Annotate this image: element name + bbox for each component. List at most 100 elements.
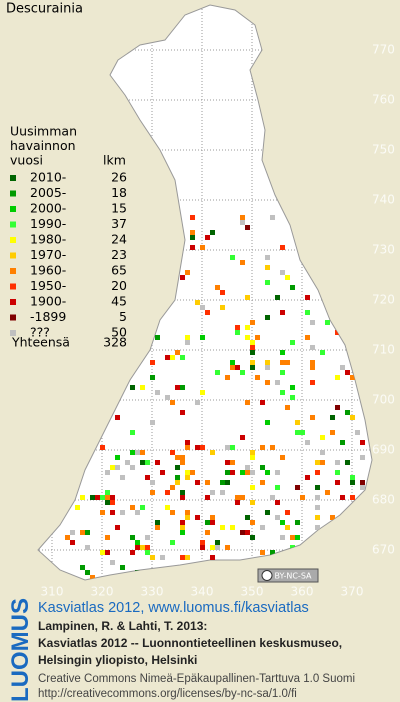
record — [300, 430, 305, 435]
record — [170, 450, 175, 455]
record — [320, 435, 325, 440]
record — [160, 555, 165, 560]
record — [165, 490, 170, 495]
record — [270, 445, 275, 450]
record — [165, 505, 170, 510]
record — [115, 415, 120, 420]
record — [225, 545, 230, 550]
records — [65, 215, 365, 580]
record — [275, 470, 280, 475]
record — [305, 440, 310, 445]
record — [105, 495, 110, 500]
record — [350, 415, 355, 420]
record — [245, 225, 250, 230]
record — [255, 335, 260, 340]
record — [155, 525, 160, 530]
record — [345, 460, 350, 465]
record — [315, 495, 320, 500]
record — [235, 325, 240, 330]
record — [155, 520, 160, 525]
record — [250, 365, 255, 370]
record — [240, 495, 245, 500]
record — [360, 480, 365, 485]
record — [270, 215, 275, 220]
record — [250, 500, 255, 505]
record — [310, 320, 315, 325]
record — [295, 430, 300, 435]
record — [280, 245, 285, 250]
record — [235, 330, 240, 335]
record — [250, 520, 255, 525]
license: Creative Commons Nimeä-Epäkaupallinen-Ta… — [38, 673, 355, 685]
record — [140, 545, 145, 550]
record — [265, 380, 270, 385]
record — [75, 505, 80, 510]
legend-count: 37 — [111, 216, 127, 231]
record — [195, 300, 200, 305]
record — [145, 550, 150, 555]
record — [350, 475, 355, 480]
record — [260, 445, 265, 450]
record — [200, 545, 205, 550]
record — [295, 535, 300, 540]
legend-header: Uusimman — [10, 124, 77, 139]
record — [200, 540, 205, 545]
record — [185, 340, 190, 345]
legend-swatch — [10, 330, 16, 336]
record — [285, 510, 290, 515]
record — [180, 410, 185, 415]
legend-count: 15 — [111, 201, 127, 216]
record — [225, 470, 230, 475]
record — [195, 400, 200, 405]
record — [230, 460, 235, 465]
record — [135, 540, 140, 545]
record — [315, 505, 320, 510]
record — [205, 480, 210, 485]
record — [285, 360, 290, 365]
record — [250, 450, 255, 455]
record — [305, 295, 310, 300]
record — [190, 215, 195, 220]
record — [265, 315, 270, 320]
record — [140, 460, 145, 465]
record — [190, 245, 195, 250]
record — [265, 365, 270, 370]
legend-label: 2010- — [30, 170, 66, 185]
x-label: 370 — [341, 585, 364, 599]
record — [80, 530, 85, 535]
record — [315, 485, 320, 490]
record — [285, 275, 290, 280]
finland — [37, 4, 373, 581]
record — [265, 420, 270, 425]
legend-swatch — [10, 237, 16, 243]
record — [340, 440, 345, 445]
record — [295, 520, 300, 525]
record — [145, 460, 150, 465]
record — [335, 330, 340, 335]
record — [220, 480, 225, 485]
record — [185, 510, 190, 515]
record — [240, 530, 245, 535]
record — [350, 495, 355, 500]
record — [210, 555, 215, 560]
record — [275, 380, 280, 385]
record — [260, 400, 265, 405]
record — [330, 430, 335, 435]
x-label: 350 — [241, 585, 264, 599]
record — [260, 525, 265, 530]
record — [240, 470, 245, 475]
record — [90, 575, 95, 580]
record — [215, 370, 220, 375]
record — [110, 500, 115, 505]
legend-count: 65 — [111, 263, 127, 278]
record — [310, 380, 315, 385]
y-label: 710 — [372, 343, 395, 357]
record — [240, 260, 245, 265]
record — [275, 515, 280, 520]
record — [245, 470, 250, 475]
record — [245, 335, 250, 340]
record — [345, 510, 350, 515]
record — [110, 495, 115, 500]
